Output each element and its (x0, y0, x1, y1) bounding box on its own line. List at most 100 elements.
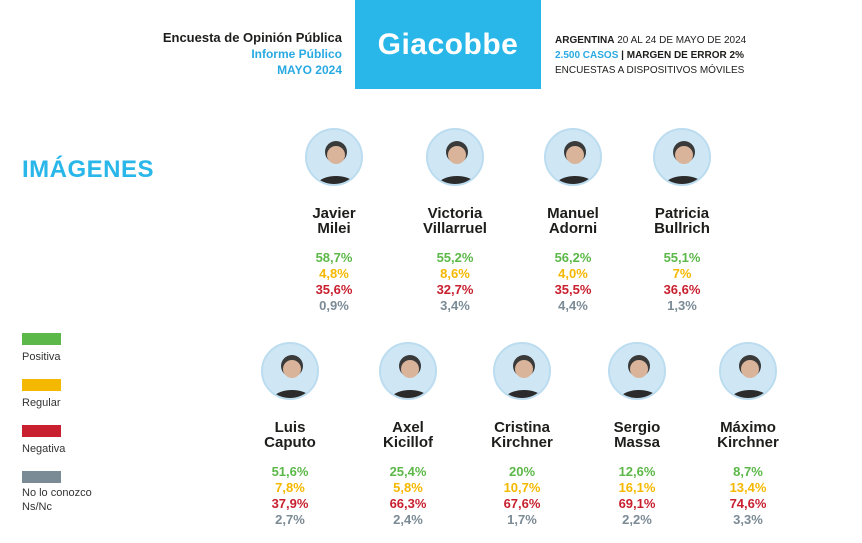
value-nn: 2,2% (622, 512, 652, 527)
person-first-name: Máximo (720, 419, 776, 436)
person-first-name: Sergio (613, 419, 661, 436)
person-first-name: Victoria (427, 205, 483, 222)
person-last-name: Milei (317, 220, 351, 237)
person-last-name: Kirchner (717, 434, 779, 451)
value-regular: 8,6% (440, 266, 470, 281)
person-name: Luis Caputo (225, 420, 355, 450)
value-regular: 10,7% (503, 480, 541, 495)
survey-cases-margin: 2.500 CASOS | MARGEN DE ERROR 2% (555, 48, 855, 63)
portrait-icon (664, 141, 704, 184)
person-first-name: Axel (392, 419, 424, 436)
avatar (379, 342, 437, 400)
brand-logo: Giacobbe (355, 0, 541, 89)
portrait-icon (730, 355, 770, 398)
legend-label-regular: Regular (22, 397, 61, 409)
person-name: Máximo Kirchner (683, 420, 813, 450)
person-card: Sergio Massa 12,6% 16,1% 69,1% 2,2% (572, 342, 702, 528)
portrait-icon (619, 355, 659, 398)
value-positiva: 20% (508, 464, 536, 479)
person-first-name: Patricia (654, 205, 710, 222)
value-negativa: 32,7% (436, 282, 474, 297)
person-card: Victoria Villarruel 55,2% 8,6% 32,7% 3,4% (390, 128, 520, 314)
person-card: Manuel Adorni 56,2% 4,0% 35,5% 4,4% (508, 128, 638, 314)
value-positiva: 55,1% (663, 250, 701, 265)
person-values: 55,2% 8,6% 32,7% 3,4% (390, 250, 520, 314)
person-values: 20% 10,7% 67,6% 1,7% (457, 464, 587, 528)
value-regular: 4,0% (558, 266, 588, 281)
value-nn: 0,9% (319, 298, 349, 313)
value-nn: 4,4% (558, 298, 588, 313)
value-positiva: 25,4% (389, 464, 427, 479)
avatar (493, 342, 551, 400)
portrait-icon (555, 141, 595, 184)
survey-separator: | (618, 50, 627, 61)
avatar (426, 128, 484, 186)
avatar (653, 128, 711, 186)
person-last-name: Bullrich (654, 220, 710, 237)
value-positiva: 56,2% (554, 250, 592, 265)
person-name: Javier Milei (269, 206, 399, 236)
value-negativa: 74,6% (729, 496, 767, 511)
person-card: Luis Caputo 51,6% 7,8% 37,9% 2,7% (225, 342, 355, 528)
person-card: Cristina Kirchner 20% 10,7% 67,6% 1,7% (457, 342, 587, 528)
person-last-name: Kicillof (382, 434, 433, 451)
value-regular: 7% (672, 266, 692, 281)
legend-swatch-regular (22, 379, 61, 391)
person-name: Axel Kicillof (343, 420, 473, 450)
survey-margin: MARGEN DE ERROR 2% (626, 50, 744, 61)
legend-label-positiva: Positiva (22, 351, 61, 363)
value-positiva: 51,6% (271, 464, 309, 479)
legend-item-no-lo-conozco: No lo conozco Ns/Nc (22, 471, 142, 517)
legend-item-positiva: Positiva (22, 333, 142, 379)
value-negativa: 66,3% (389, 496, 427, 511)
survey-title: Encuesta de Opinión Pública (162, 30, 342, 45)
value-regular: 5,8% (393, 480, 423, 495)
value-positiva: 12,6% (618, 464, 656, 479)
person-values: 8,7% 13,4% 74,6% 3,3% (683, 464, 813, 528)
value-negativa: 67,6% (503, 496, 541, 511)
section-title: IMÁGENES (22, 156, 155, 183)
portrait-icon (390, 355, 430, 398)
person-card: Axel Kicillof 25,4% 5,8% 66,3% 2,4% (343, 342, 473, 528)
person-name: Patricia Bullrich (617, 206, 747, 236)
value-nn: 3,4% (440, 298, 470, 313)
legend-item-negativa: Negativa (22, 425, 142, 471)
person-first-name: Manuel (547, 205, 599, 222)
person-card: Máximo Kirchner 8,7% 13,4% 74,6% 3,3% (683, 342, 813, 528)
person-last-name: Adorni (548, 220, 598, 237)
person-first-name: Javier (312, 205, 356, 222)
legend-swatch-no-lo-conozco (22, 471, 61, 483)
avatar (261, 342, 319, 400)
value-regular: 4,8% (319, 266, 349, 281)
legend: Positiva Regular Negativa No lo conozco … (22, 333, 142, 517)
portrait-icon (504, 355, 544, 398)
person-name: Manuel Adorni (508, 206, 638, 236)
person-first-name: Cristina (494, 419, 550, 436)
value-nn: 2,4% (393, 512, 423, 527)
portrait-icon (272, 355, 312, 398)
avatar (608, 342, 666, 400)
person-values: 55,1% 7% 36,6% 1,3% (617, 250, 747, 314)
survey-info: ARGENTINA 20 AL 24 DE MAYO DE 2024 2.500… (555, 33, 855, 78)
survey-country-dates: ARGENTINA 20 AL 24 DE MAYO DE 2024 (555, 33, 855, 48)
value-negativa: 35,5% (554, 282, 592, 297)
brand-name: Giacobbe (377, 27, 519, 61)
person-card: Javier Milei 58,7% 4,8% 35,6% 0,9% (269, 128, 399, 314)
person-last-name: Massa (614, 434, 660, 451)
value-nn: 2,7% (275, 512, 305, 527)
survey-header: Encuesta de Opinión Pública Informe Públ… (100, 30, 342, 78)
survey-method: ENCUESTAS A DISPOSITIVOS MÓVILES (555, 65, 745, 76)
survey-cases: 2.500 CASOS (555, 50, 619, 61)
legend-label-no-lo-conozco: No lo conozco Ns/Nc (22, 487, 92, 513)
person-last-name: Villarruel (423, 220, 487, 237)
portrait-icon (437, 141, 477, 184)
person-name: Cristina Kirchner (457, 420, 587, 450)
survey-date: MAYO 2024 (277, 63, 342, 77)
person-last-name: Caputo (264, 434, 316, 451)
legend-swatch-negativa (22, 425, 61, 437)
person-name: Victoria Villarruel (390, 206, 520, 236)
value-positiva: 58,7% (315, 250, 353, 265)
value-negativa: 37,9% (271, 496, 309, 511)
person-values: 56,2% 4,0% 35,5% 4,4% (508, 250, 638, 314)
legend-swatch-positiva (22, 333, 61, 345)
